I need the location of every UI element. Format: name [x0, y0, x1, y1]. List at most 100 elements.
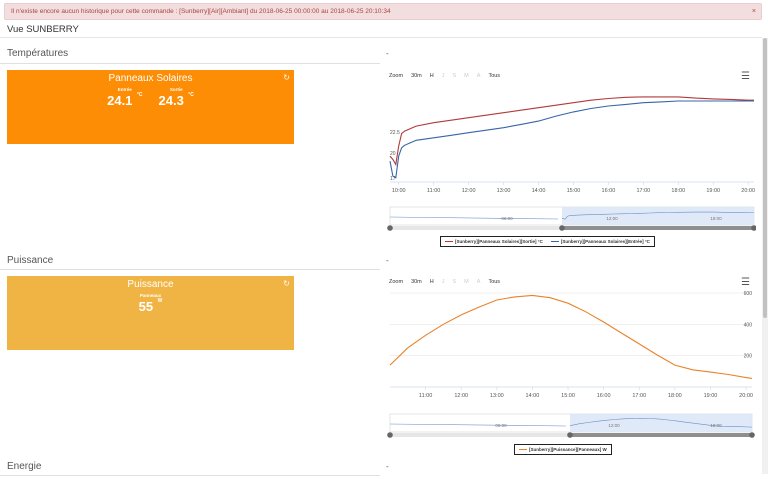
x-tick-label: 12:00 — [462, 188, 476, 194]
x-tick-label: 16:00 — [602, 188, 616, 194]
page-scrollbar[interactable] — [762, 38, 768, 474]
zoom-button-j[interactable]: J — [441, 279, 445, 285]
navigator-handle — [749, 432, 755, 438]
navigator-handle — [387, 432, 393, 438]
zoom-button-30m[interactable]: 30m — [411, 279, 422, 285]
zoom-button-s[interactable]: S — [452, 279, 457, 285]
zoom-button-tous[interactable]: Tous — [488, 73, 501, 79]
x-tick-label: 14:00 — [526, 393, 540, 399]
legend-label: [Sunberry][Panneaux Solaires][Sortie] °C — [455, 239, 543, 244]
x-tick-label: 17:00 — [632, 393, 646, 399]
y-tick-label: 17 — [390, 176, 396, 182]
value-number: 24.3 — [158, 93, 184, 108]
navigator-tick-label: 18:00 — [710, 423, 722, 428]
close-icon[interactable]: × — [751, 8, 756, 15]
power-chart: Zoom 30m H J S M A Tous ☰ 11:00 12:00 13:00 14:00 1… — [386, 276, 756, 461]
navigator-series — [561, 211, 754, 220]
series-line — [389, 100, 754, 179]
legend-label: [Sunberry][Puissance][Panneaux] W — [529, 447, 607, 452]
legend-swatch — [445, 240, 453, 243]
y-tick-label: 600 — [744, 291, 753, 297]
view-title: Vue SUNBERRY — [7, 24, 79, 35]
value-number: 55 — [138, 299, 154, 314]
tile-value-panneaux: Panneaux 55 W — [139, 293, 163, 316]
tile-value-sortie: Sortie 24.3 °C — [159, 87, 194, 110]
refresh-icon[interactable]: ↻ — [283, 279, 290, 288]
navigator-scrollbar-thumb — [570, 433, 752, 437]
navigator-tick-label: 12:00 — [608, 423, 620, 428]
zoom-button-h[interactable]: H — [429, 279, 434, 285]
chart-svg: 10:00 11:00 12:00 13:00 14:00 15:00 16:00 17:00… — [387, 96, 756, 231]
x-tick-label: 17:00 — [636, 188, 650, 194]
tile-value-entree: Entrée 24.1 °C — [107, 87, 142, 110]
value-number: 24.1 — [107, 93, 133, 108]
navigator-tick-label: 06:00 — [495, 423, 507, 428]
x-tick-label: 19:00 — [706, 188, 720, 194]
scrollbar-thumb[interactable] — [763, 38, 767, 318]
x-tick-label: 13:00 — [490, 393, 504, 399]
tile-title: Panneaux Solaires — [108, 73, 193, 84]
alert-banner: Il n'existe encore aucun historique pour… — [4, 3, 762, 20]
y-tick-label: 20 — [390, 151, 396, 157]
navigator-handle — [387, 225, 393, 231]
tile-title: Puissance — [127, 279, 174, 290]
chart-title-puissance: - — [386, 256, 389, 265]
zoom-button-m[interactable]: M — [464, 279, 469, 285]
zoom-button-a[interactable]: A — [476, 73, 481, 79]
legend-item[interactable]: [Sunberry][Panneaux Solaires][Sortie] °C — [445, 239, 543, 244]
x-tick-label: 19:00 — [704, 393, 718, 399]
divider — [0, 475, 380, 476]
x-tick-label: 11:00 — [427, 188, 440, 194]
legend-item[interactable]: [Sunberry][Puissance][Panneaux] W — [519, 447, 607, 452]
zoom-button-a[interactable]: A — [476, 279, 481, 285]
navigator-series — [389, 216, 559, 220]
zoom-label: Zoom — [389, 73, 404, 79]
x-tick-label: 13:00 — [497, 188, 511, 194]
navigator-tick-label: 18:00 — [710, 216, 722, 221]
navigator-series — [389, 423, 567, 427]
legend-item[interactable]: [Sunberry][Panneaux Solaires][Entrée] °C — [550, 239, 650, 244]
navigator-selection — [562, 207, 754, 225]
navigator-tick-label: 12:00 — [606, 216, 618, 221]
zoom-button-m[interactable]: M — [464, 73, 469, 79]
legend-swatch — [550, 240, 559, 243]
chart-title-temperatures: - — [386, 49, 389, 58]
chart-title-energie: - — [386, 462, 389, 471]
value-label: Sortie — [169, 87, 183, 92]
section-title-energie: Energie — [7, 461, 42, 472]
series-line — [389, 96, 754, 167]
x-tick-label: 20:00 — [739, 393, 753, 399]
x-tick-label: 15:00 — [561, 393, 575, 399]
chart-legend: [Sunberry][Panneaux Solaires][Sortie] °C… — [440, 236, 655, 247]
x-tick-label: 12:00 — [454, 393, 468, 399]
navigator-scrollbar-thumb — [562, 226, 754, 230]
zoom-button-s[interactable]: S — [452, 73, 457, 79]
navigator-handle — [567, 432, 573, 438]
zoom-button-h[interactable]: H — [429, 73, 434, 79]
zoom-button-j[interactable]: J — [441, 73, 445, 79]
zoom-bar: Zoom 30m H J S M A Tous — [389, 73, 500, 79]
x-tick-label: 16:00 — [597, 393, 611, 399]
tile-puissance: Puissance ↻ Panneaux 55 W — [7, 276, 294, 350]
refresh-icon[interactable]: ↻ — [283, 73, 290, 82]
x-tick-label: 18:00 — [671, 188, 685, 194]
alert-text: Il n'existe encore aucun historique pour… — [11, 8, 391, 15]
divider — [0, 63, 380, 64]
navigator-series — [569, 417, 753, 428]
zoom-bar: Zoom 30m H J S M A Tous — [389, 279, 500, 285]
zoom-button-tous[interactable]: Tous — [488, 279, 501, 285]
menu-icon[interactable]: ☰ — [741, 71, 750, 82]
series-line — [389, 294, 753, 379]
menu-icon[interactable]: ☰ — [741, 277, 750, 288]
x-tick-label: 11:00 — [419, 393, 432, 399]
zoom-button-30m[interactable]: 30m — [411, 73, 422, 79]
tile-panneaux-solaires: Panneaux Solaires ↻ Entrée 24.1 °C Sorti… — [7, 70, 294, 144]
value-label: Entrée — [117, 87, 132, 92]
x-tick-label: 14:00 — [532, 188, 546, 194]
zoom-label: Zoom — [389, 279, 404, 285]
legend-label: [Sunberry][Panneaux Solaires][Entrée] °C — [560, 239, 650, 244]
divider — [0, 37, 762, 38]
y-tick-label: 22.5 — [390, 130, 400, 136]
navigator-handle — [559, 225, 565, 231]
y-tick-label: 400 — [744, 322, 753, 328]
